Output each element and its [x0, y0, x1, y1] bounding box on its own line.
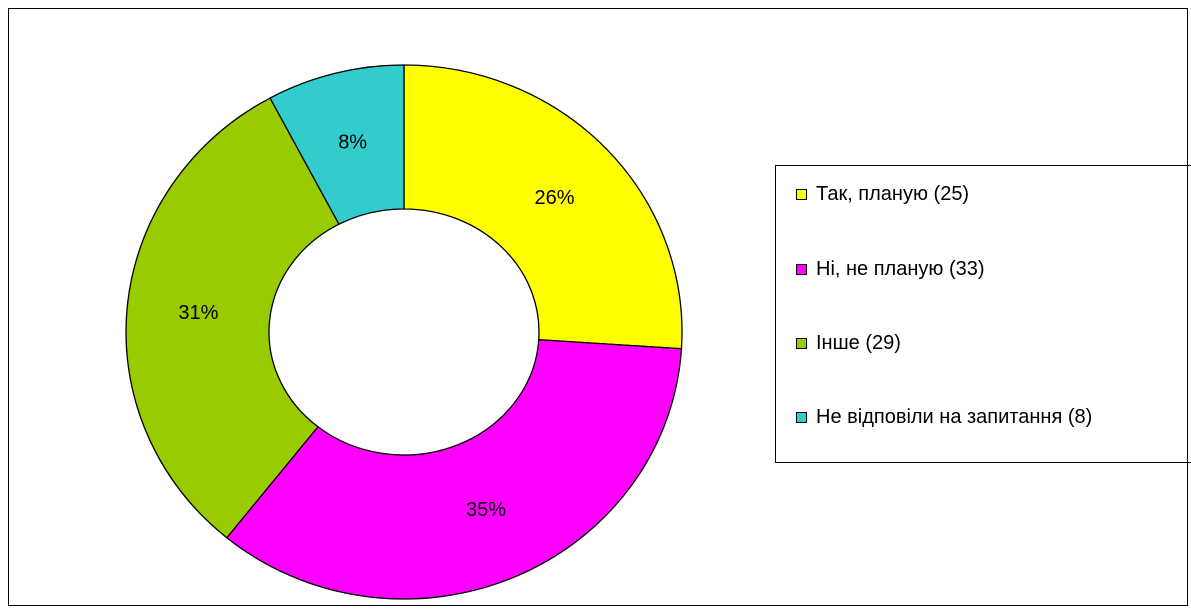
donut-slice — [225, 339, 683, 600]
legend-swatch — [796, 264, 807, 275]
legend-label: Ні, не планую (33) — [816, 258, 985, 280]
legend-swatch — [796, 338, 807, 349]
data-label: 8% — [338, 131, 367, 153]
legend-item: Інше (29) — [796, 331, 1191, 356]
donut-slice — [403, 64, 683, 350]
legend-item: Не відповіли на запитання (8) — [796, 405, 1191, 430]
legend-label: Так, планую (25) — [816, 183, 970, 205]
data-label: 31% — [178, 302, 218, 324]
data-label: 26% — [535, 187, 575, 209]
donut-slice — [269, 64, 405, 226]
legend-label: Інше (29) — [816, 332, 901, 354]
legend-item: Ні, не планую (33) — [796, 257, 1191, 282]
legend-item: Так, планую (25) — [796, 182, 1191, 207]
legend-swatch — [796, 412, 807, 423]
legend-label: Не відповіли на запитання (8) — [816, 406, 1093, 428]
legend: Так, планую (25) Ні, не планую (33) Інше (… — [775, 165, 1191, 463]
chart-frame — [8, 8, 1188, 606]
donut-slice — [125, 97, 340, 539]
data-label: 35% — [466, 499, 506, 521]
legend-swatch — [796, 189, 807, 200]
